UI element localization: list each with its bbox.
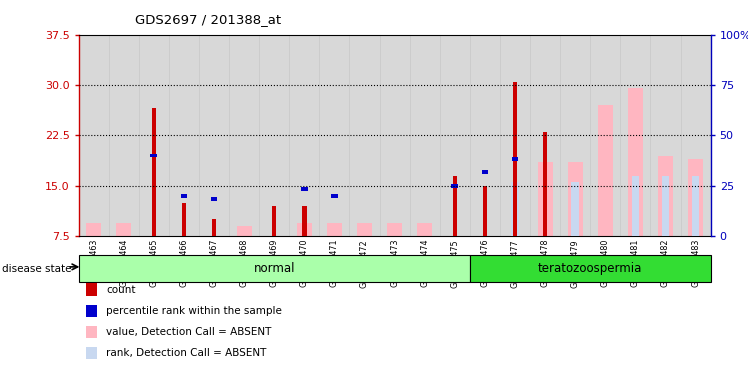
Text: percentile rank within the sample: percentile rank within the sample (106, 306, 282, 316)
Bar (108, 35, 138, 236)
Bar (152, 109, 156, 236)
Bar (500, 35, 530, 236)
Bar (199, 35, 229, 236)
Bar (620, 35, 651, 236)
Bar (212, 219, 216, 236)
Bar (182, 203, 186, 236)
Bar (331, 194, 337, 198)
Text: normal: normal (254, 262, 295, 275)
Bar (512, 157, 518, 161)
Bar (440, 35, 470, 236)
Text: rank, Detection Call = ABSENT: rank, Detection Call = ABSENT (106, 348, 266, 358)
Bar (116, 223, 131, 236)
Bar (169, 35, 199, 236)
Bar (658, 156, 673, 236)
Text: teratozoospermia: teratozoospermia (538, 262, 643, 275)
Bar (387, 223, 402, 236)
Bar (470, 35, 500, 236)
Bar (543, 132, 548, 236)
Bar (530, 35, 560, 236)
Text: count: count (106, 285, 135, 295)
Bar (571, 182, 579, 236)
Bar (86, 223, 101, 236)
Bar (349, 35, 379, 236)
Bar (301, 187, 307, 191)
Text: value, Detection Call = ABSENT: value, Detection Call = ABSENT (106, 327, 272, 337)
Bar (512, 82, 517, 236)
Bar (259, 35, 289, 236)
Bar (482, 186, 487, 236)
Bar (229, 35, 259, 236)
Bar (150, 154, 157, 157)
Bar (662, 176, 669, 236)
Bar (681, 35, 711, 236)
Bar (379, 35, 410, 236)
Bar (692, 176, 699, 236)
Bar (631, 176, 639, 236)
Bar (79, 35, 108, 236)
Bar (688, 159, 703, 236)
Bar (236, 226, 251, 236)
Bar (297, 223, 312, 236)
Bar (560, 35, 590, 236)
Bar (598, 105, 613, 236)
Bar (453, 176, 457, 236)
Bar (211, 197, 217, 201)
Bar (410, 35, 440, 236)
Bar (590, 35, 620, 236)
Bar (138, 35, 169, 236)
Bar (538, 162, 553, 236)
Bar (327, 223, 342, 236)
Bar (79, 255, 470, 282)
Bar (417, 223, 432, 236)
Bar (470, 255, 711, 282)
Bar (302, 206, 307, 236)
Text: GDS2697 / 201388_at: GDS2697 / 201388_at (135, 13, 280, 26)
Bar (628, 88, 643, 236)
Bar (180, 194, 187, 198)
Bar (651, 35, 681, 236)
Bar (452, 184, 458, 188)
Bar (482, 170, 488, 174)
Bar (319, 35, 349, 236)
Bar (272, 206, 277, 236)
Bar (289, 35, 319, 236)
Bar (357, 223, 372, 236)
Text: disease state: disease state (2, 264, 72, 274)
Bar (568, 162, 583, 236)
Bar (511, 182, 518, 236)
